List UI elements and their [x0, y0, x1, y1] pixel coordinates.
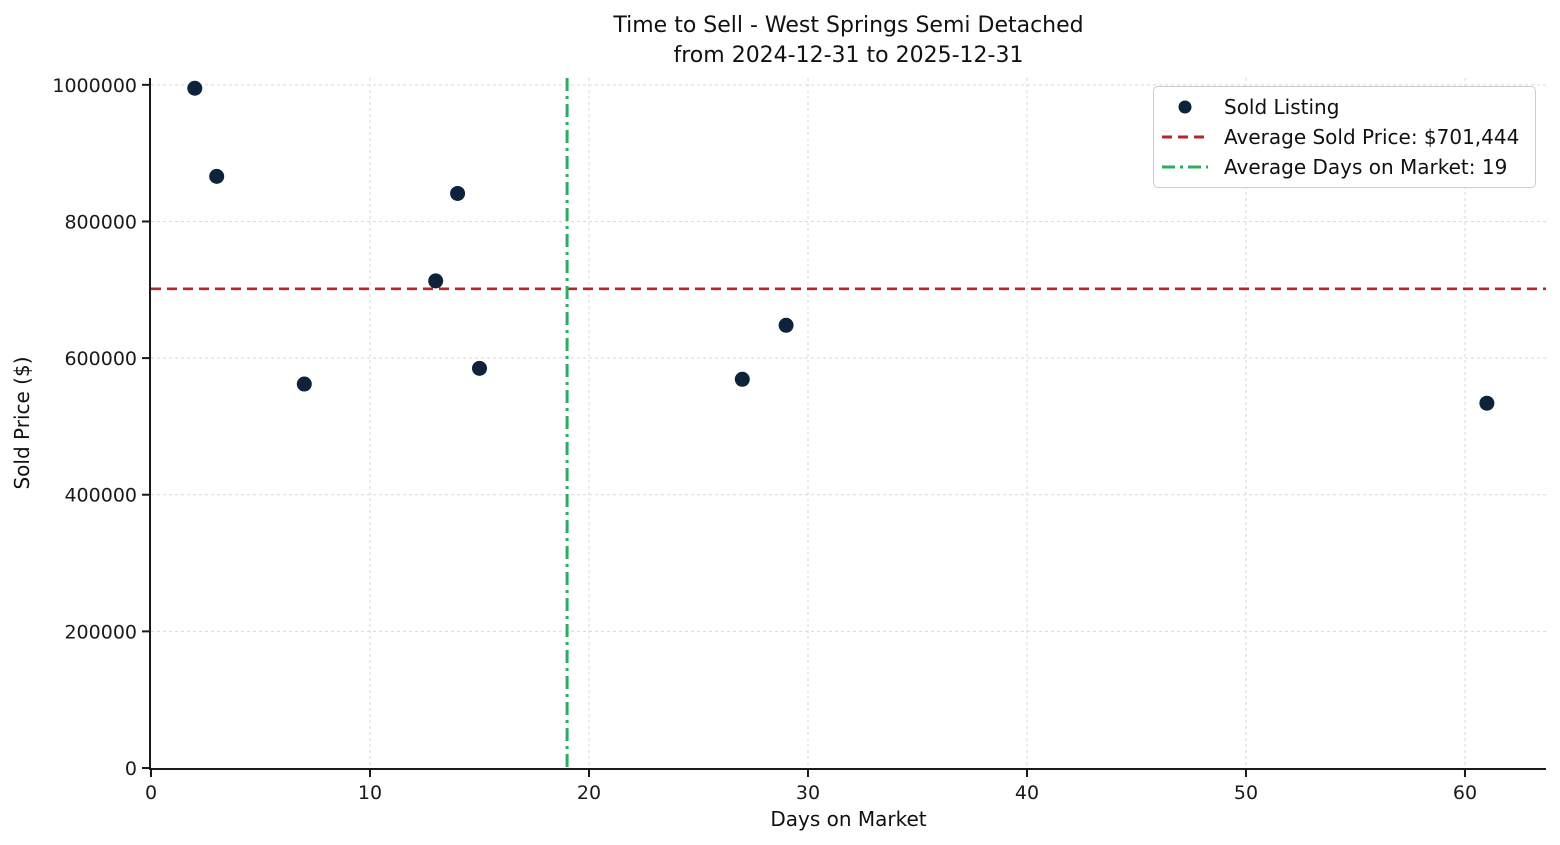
- x-tick-label: 30: [796, 782, 820, 804]
- chart-title-line2: from 2024-12-31 to 2025-12-31: [673, 43, 1024, 68]
- y-tick-label: 800000: [64, 211, 137, 233]
- legend-item-sold-listing: Sold Listing: [1162, 92, 1525, 122]
- green-dashdot-line-icon: [1162, 164, 1208, 170]
- y-tick-label: 0: [125, 758, 137, 780]
- x-axis-label: Days on Market: [770, 807, 927, 831]
- legend-label: Sold Listing: [1224, 95, 1340, 119]
- y-tick-label: 600000: [64, 348, 137, 370]
- x-tick-label: 40: [1015, 782, 1039, 804]
- x-tick-label: 0: [145, 782, 157, 804]
- y-tick-label: 400000: [64, 485, 137, 507]
- legend-label: Average Sold Price: $701,444: [1224, 125, 1520, 149]
- data-point: [1479, 395, 1495, 411]
- chart-title: Time to Sell - West Springs Semi Detache…: [151, 11, 1546, 71]
- y-tick-label: 200000: [64, 621, 137, 643]
- data-point: [734, 371, 750, 387]
- data-point: [471, 360, 487, 376]
- y-tick-label: 1000000: [52, 75, 137, 97]
- data-point: [450, 185, 466, 201]
- sold-listing-dot-icon: [1162, 99, 1208, 115]
- data-point: [778, 317, 794, 333]
- x-tick-label: 50: [1234, 782, 1258, 804]
- red-dashed-line-icon: [1162, 134, 1208, 140]
- x-tick-label: 60: [1453, 782, 1477, 804]
- data-point: [187, 80, 203, 96]
- data-point: [209, 168, 225, 184]
- y-axis-label: Sold Price ($): [10, 356, 34, 490]
- legend-item-average-price: Average Sold Price: $701,444: [1162, 122, 1525, 152]
- chart-title-line1: Time to Sell - West Springs Semi Detache…: [613, 13, 1084, 38]
- legend: Sold Listing Average Sold Price: $701,44…: [1153, 86, 1536, 188]
- x-tick-label: 10: [358, 782, 382, 804]
- legend-item-average-days: Average Days on Market: 19: [1162, 152, 1525, 182]
- legend-label: Average Days on Market: 19: [1224, 155, 1508, 179]
- x-tick-label: 20: [577, 782, 601, 804]
- data-point: [428, 273, 444, 289]
- data-point: [296, 376, 312, 392]
